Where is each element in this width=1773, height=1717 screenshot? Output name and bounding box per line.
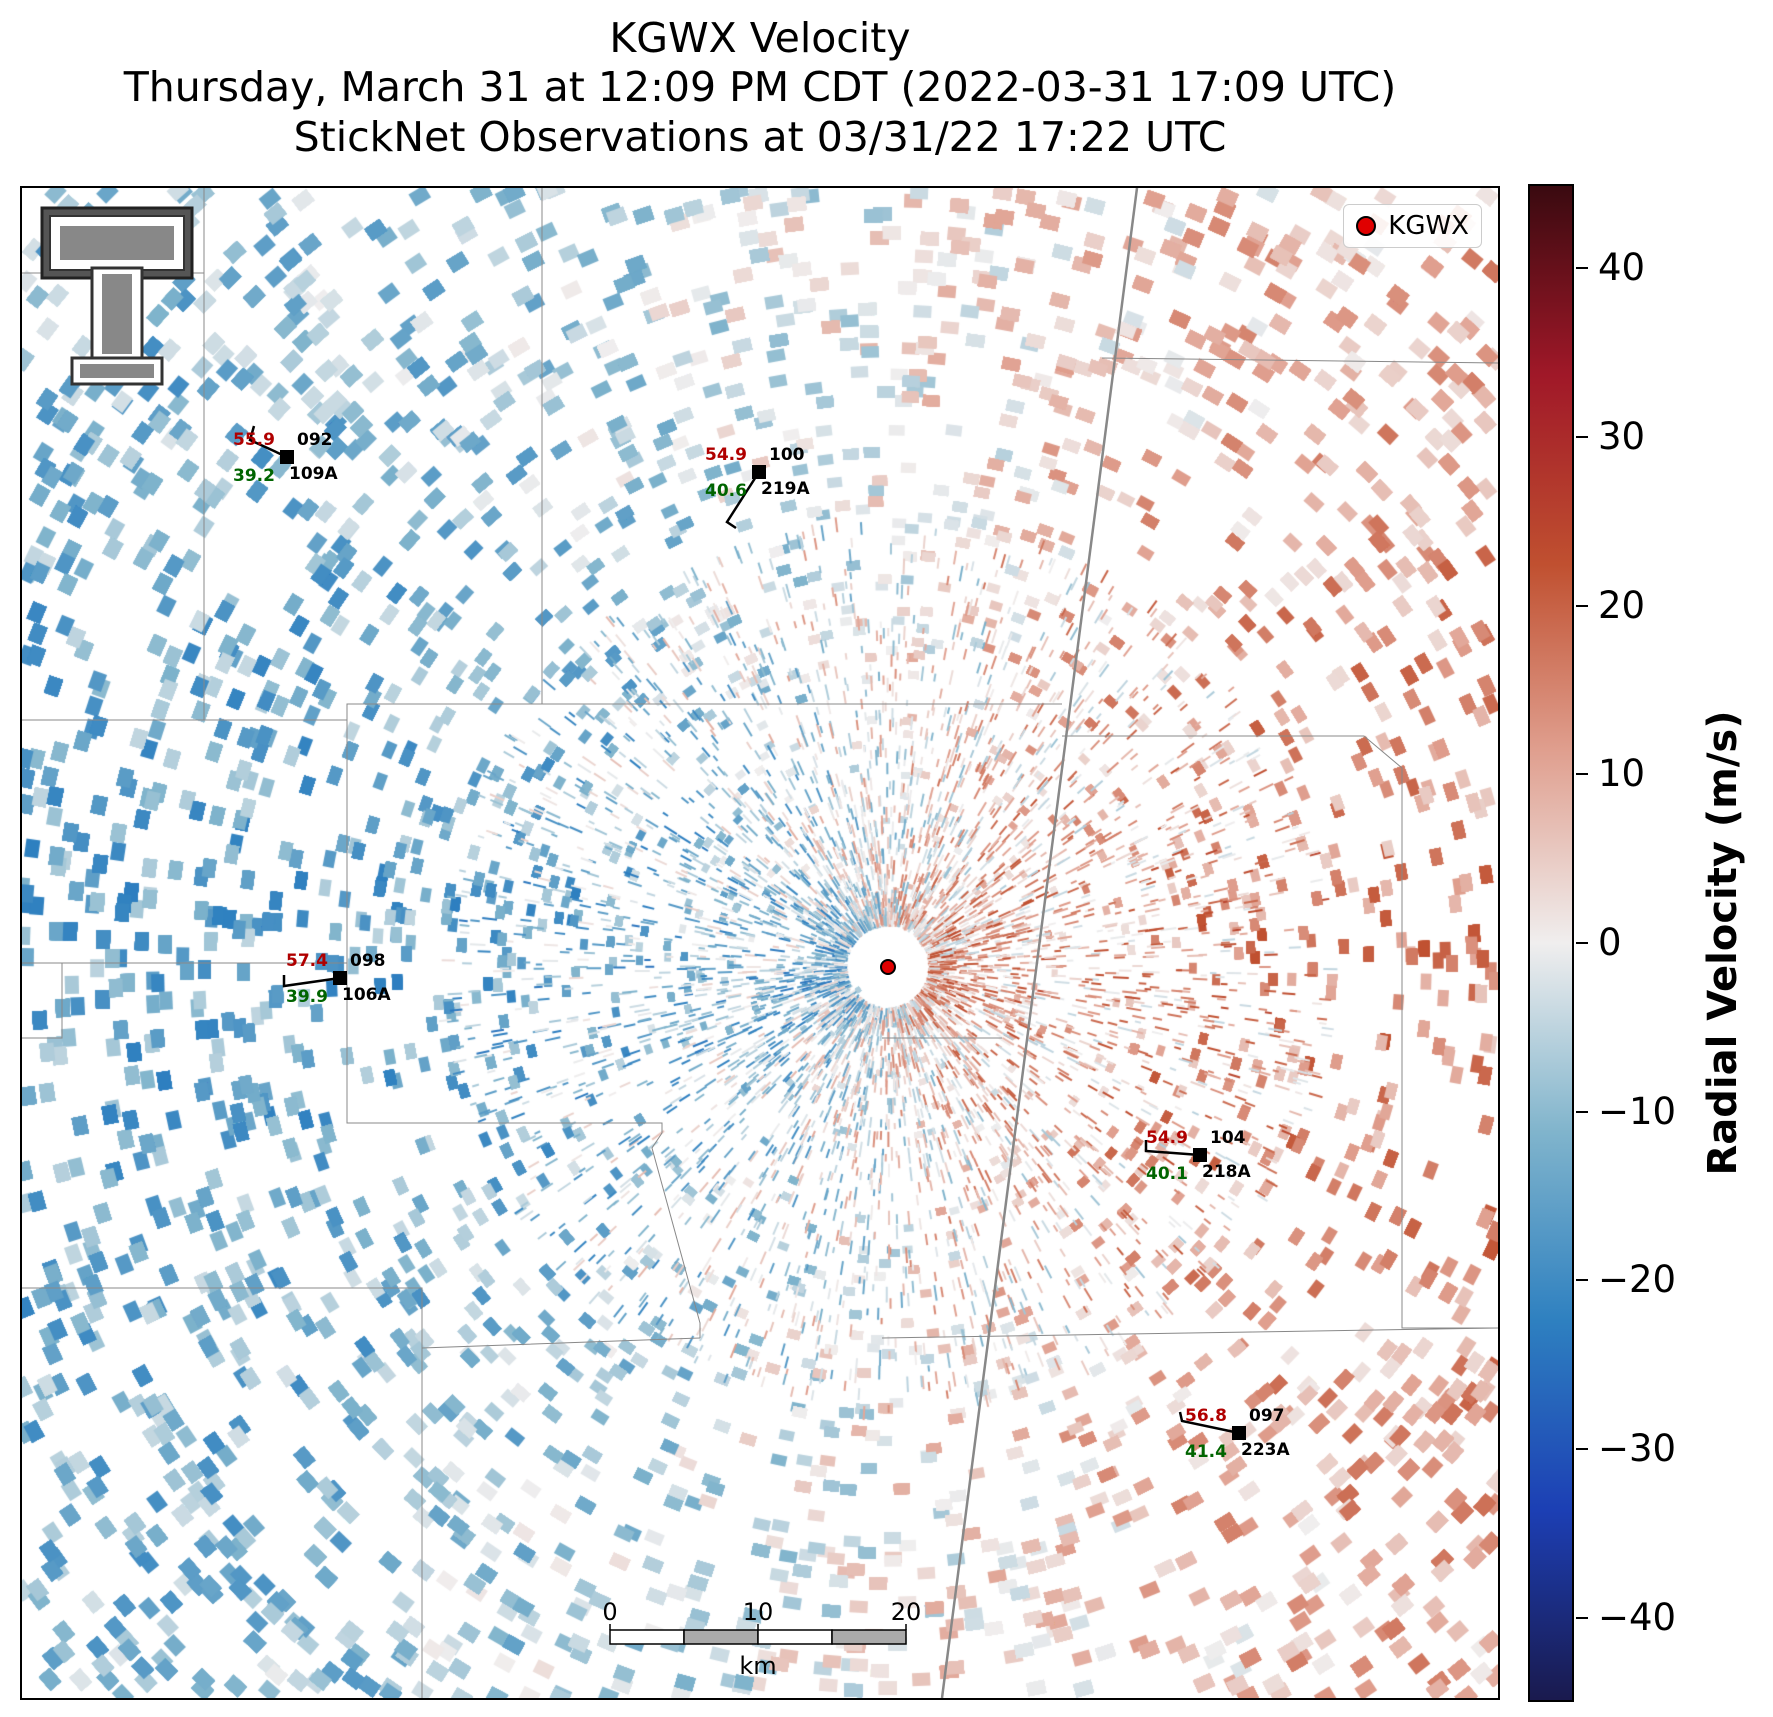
station-bottom-value: 39.2	[233, 466, 275, 486]
legend-label: KGWX	[1388, 211, 1469, 241]
station-right-value: 100	[769, 445, 805, 465]
radar-site	[854, 943, 922, 991]
station-marker-icon	[752, 465, 766, 479]
station-right-value: 104	[1210, 1128, 1246, 1148]
scale-bar: 0 10 20 km	[602, 1598, 921, 1680]
station-109A: 55.9 092 39.2 109A	[233, 425, 338, 486]
stations-layer: 55.9 092 39.2 109A 54.9 100 40.6 219A 57.4 098 39.…	[233, 425, 1290, 1462]
station-223A: 56.8 097 41.4 223A	[1178, 1406, 1290, 1462]
station-top-value: 54.9	[705, 445, 747, 465]
station-top-value: 55.9	[233, 430, 275, 450]
station-bottom-value: 41.4	[1185, 1442, 1227, 1462]
title-line-3: StickNet Observations at 03/31/22 17:22 …	[293, 113, 1227, 161]
station-marker-icon	[1193, 1148, 1207, 1162]
colorbar-tick-label: −20	[1598, 1258, 1677, 1302]
station-219A: 54.9 100 40.6 219A	[705, 445, 810, 530]
station-right-value: 098	[350, 951, 386, 971]
texas-tech-logo-icon	[40, 206, 194, 386]
colorbar-tick-label: 30	[1598, 415, 1646, 458]
station-id: 109A	[289, 464, 338, 484]
colorbar-tick-label: 40	[1598, 246, 1646, 290]
title-line-1: KGWX Velocity	[609, 14, 911, 62]
station-right-value: 092	[297, 430, 333, 450]
colorbar-tick-label: −30	[1598, 1427, 1677, 1470]
wind-barb-icon	[248, 425, 288, 459]
station-right-value: 097	[1249, 1406, 1285, 1426]
station-id: 218A	[1202, 1162, 1251, 1182]
state-border	[940, 188, 1139, 1698]
colorbar-tick-mark	[1576, 773, 1588, 776]
colorbar-tick-label: 0	[1598, 921, 1622, 964]
colorbar-tick-mark	[1576, 1110, 1588, 1113]
colorbar-tick-mark	[1576, 1279, 1588, 1282]
wind-barb-icon	[1178, 1411, 1240, 1435]
scale-tick-0: 0	[602, 1598, 617, 1626]
colorbar-tick-label: −10	[1598, 1089, 1677, 1133]
colorbar	[1528, 184, 1574, 1702]
wind-barb-icon	[282, 975, 341, 988]
scale-unit: km	[739, 1652, 776, 1680]
county-borders	[22, 188, 1498, 1698]
colorbar-tick-mark	[1576, 604, 1588, 607]
radar-site-marker-icon	[880, 959, 896, 975]
station-top-value: 56.8	[1185, 1406, 1227, 1426]
radar-map: 0 10 20 km 55.9 092 39.2 109A 54.9 100 40.6 219…	[20, 186, 1500, 1700]
colorbar-tick-mark	[1576, 1616, 1588, 1619]
colorbar-tick-mark	[1576, 267, 1588, 270]
station-id: 223A	[1241, 1440, 1290, 1460]
station-bottom-value: 39.9	[286, 987, 328, 1007]
wind-barb-icon	[725, 471, 761, 530]
colorbar-tick-mark	[1576, 1448, 1588, 1450]
station-marker-icon	[1232, 1426, 1246, 1440]
colorbar-tick-label: 10	[1598, 752, 1646, 796]
colorbar-tick-mark	[1576, 436, 1588, 438]
radar-legend-marker-icon	[1356, 216, 1377, 236]
station-id: 106A	[342, 985, 391, 1005]
station-218A: 54.9 104 40.1 218A	[1144, 1128, 1251, 1184]
colorbar-label: Radial Velocity (m/s)	[1700, 710, 1746, 1176]
station-106A: 57.4 098 39.9 106A	[282, 951, 391, 1007]
scale-tick-10: 10	[743, 1598, 774, 1626]
station-bottom-value: 40.1	[1146, 1164, 1188, 1184]
station-marker-icon	[280, 450, 294, 464]
station-top-value: 54.9	[1146, 1128, 1188, 1148]
map-legend: KGWX	[1343, 204, 1482, 248]
station-marker-icon	[333, 971, 347, 985]
station-id: 219A	[761, 479, 810, 499]
colorbar-tick-label: 20	[1598, 583, 1646, 627]
station-bottom-value: 40.6	[705, 481, 747, 501]
colorbar-tick-mark	[1576, 942, 1588, 944]
scale-tick-20: 20	[891, 1598, 922, 1626]
title-line-2: Thursday, March 31 at 12:09 PM CDT (2022…	[123, 63, 1397, 111]
station-top-value: 57.4	[286, 951, 328, 971]
wind-barb-icon	[1144, 1140, 1201, 1157]
colorbar-tick-label: −40	[1598, 1595, 1677, 1639]
velocity-field	[22, 188, 1498, 1698]
